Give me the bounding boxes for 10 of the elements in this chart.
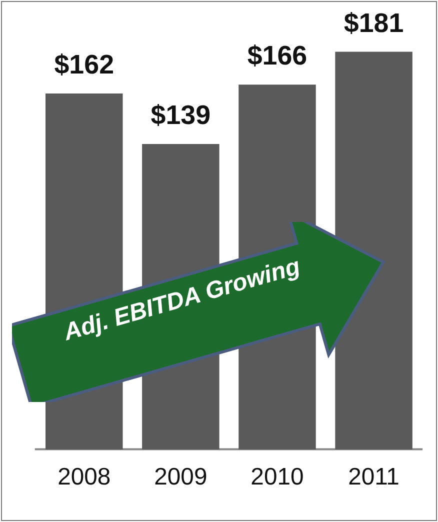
x-tick-label: 2009 (154, 463, 208, 490)
x-tick-label: 2010 (250, 463, 304, 490)
data-label: $139 (150, 100, 211, 130)
data-label: $162 (54, 49, 114, 80)
x-tick-label: 2011 (348, 463, 400, 490)
annotation: Adj. EBITDA Growing (60, 252, 304, 348)
data-label: $181 (344, 8, 404, 38)
bar (335, 52, 412, 450)
x-tick-label: 2008 (58, 463, 111, 490)
data-label: $166 (247, 40, 308, 71)
